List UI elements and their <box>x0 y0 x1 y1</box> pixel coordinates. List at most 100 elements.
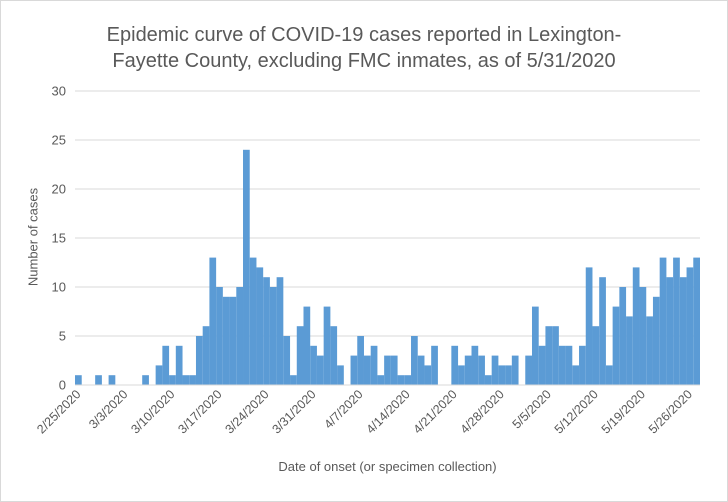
chart-title-line2: Fayette County, excluding FMC inmates, a… <box>112 50 616 72</box>
bar <box>263 277 270 385</box>
bar <box>458 365 465 385</box>
bar <box>525 355 532 385</box>
x-tick-label: 3/24/2020 <box>222 387 271 436</box>
bar <box>249 257 257 385</box>
bar <box>592 326 600 385</box>
bar <box>370 345 378 385</box>
bar <box>626 316 633 385</box>
bar <box>579 345 586 385</box>
bar <box>337 365 344 385</box>
bar <box>572 365 580 385</box>
bar <box>498 365 506 385</box>
bar <box>471 345 479 385</box>
chart-title-line1: Epidemic curve of COVID-19 cases reporte… <box>106 24 622 46</box>
bar <box>679 277 687 385</box>
bar <box>276 277 284 385</box>
bar <box>384 355 391 385</box>
y-tick-label: 5 <box>59 329 66 344</box>
y-tick-label: 25 <box>52 133 66 148</box>
bar <box>451 345 459 385</box>
bar <box>390 355 398 385</box>
bar <box>323 306 331 385</box>
bar <box>377 375 385 385</box>
bar <box>269 287 277 385</box>
bar <box>693 257 700 385</box>
bar <box>95 375 102 385</box>
bar <box>404 375 412 385</box>
bar <box>169 375 176 385</box>
bar <box>411 336 418 385</box>
y-tick-label: 15 <box>52 231 66 246</box>
bar <box>290 375 297 385</box>
bar <box>155 365 163 385</box>
bar <box>243 149 250 385</box>
bar <box>108 375 116 385</box>
bar <box>552 326 559 385</box>
bar <box>558 345 566 385</box>
bar <box>431 345 438 385</box>
bar <box>585 267 593 385</box>
x-tick-label: 5/12/2020 <box>552 387 601 436</box>
bar <box>505 365 512 385</box>
x-tick-label: 4/28/2020 <box>458 387 507 436</box>
bar <box>296 326 304 385</box>
x-tick-label: 3/31/2020 <box>269 387 318 436</box>
y-tick-label: 0 <box>59 378 66 393</box>
bar <box>303 306 311 385</box>
x-tick-label: 5/26/2020 <box>646 387 695 436</box>
bar <box>236 287 244 385</box>
bar <box>605 365 613 385</box>
bar <box>162 345 170 385</box>
bar <box>646 316 653 385</box>
bar <box>545 326 553 385</box>
bar <box>350 355 358 385</box>
bar <box>673 257 680 385</box>
bar <box>209 257 217 385</box>
bar <box>357 336 364 385</box>
bar <box>397 375 405 385</box>
x-tick-label: 2/25/2020 <box>34 387 83 436</box>
bar <box>686 267 694 385</box>
bar <box>142 375 149 385</box>
bar <box>619 287 627 385</box>
bar <box>182 375 190 385</box>
bar <box>639 287 647 385</box>
bar <box>491 355 499 385</box>
x-tick-label: 3/17/2020 <box>175 387 224 436</box>
bar <box>316 355 324 385</box>
bar <box>330 326 338 385</box>
bar <box>666 277 674 385</box>
bar <box>363 355 371 385</box>
y-axis-title-text: Number of cases <box>25 187 41 287</box>
bar <box>478 355 485 385</box>
bar <box>632 267 640 385</box>
x-tick-label: 5/19/2020 <box>599 387 648 436</box>
bar <box>652 296 660 385</box>
bar <box>565 345 573 385</box>
bar <box>175 345 183 385</box>
bar <box>195 336 203 385</box>
bar <box>202 326 210 385</box>
bar <box>216 287 223 385</box>
bar <box>484 375 492 385</box>
bar <box>75 375 82 385</box>
bar <box>417 355 425 385</box>
bar <box>256 267 264 385</box>
x-tick-label: 3/10/2020 <box>128 387 177 436</box>
bar <box>464 355 472 385</box>
x-tick-label: 4/7/2020 <box>321 387 365 431</box>
bar <box>229 296 237 385</box>
bar <box>222 296 230 385</box>
x-axis-title: Date of onset (or specimen collection) <box>278 459 497 474</box>
x-tick-label: 5/5/2020 <box>510 387 554 431</box>
bar <box>189 375 196 385</box>
bar <box>310 345 317 385</box>
x-tick-label: 3/3/2020 <box>86 387 130 431</box>
bar <box>599 277 606 385</box>
bar <box>538 345 546 385</box>
bar <box>531 306 539 385</box>
y-tick-label: 30 <box>52 84 66 99</box>
bar <box>424 365 432 385</box>
bar <box>283 336 291 385</box>
